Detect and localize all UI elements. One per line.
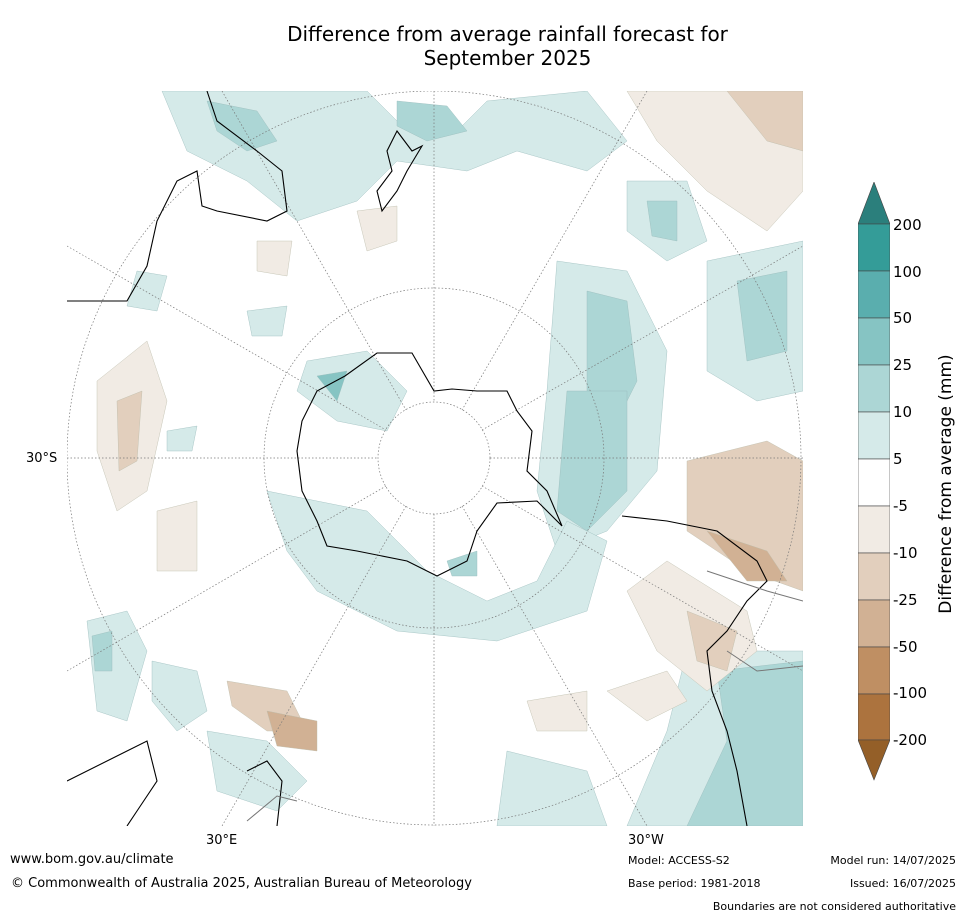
south-america-coast — [621, 515, 768, 826]
issued-text: Issued: 16/07/2025 — [849, 877, 956, 890]
madagascar-coast — [246, 760, 283, 826]
colorbar-band-100 — [857, 270, 891, 319]
colorbar-band-200 — [857, 223, 891, 272]
colorbar-band-neg5 — [857, 505, 891, 554]
title-line-1: Difference from average rainfall forecas… — [287, 22, 728, 46]
disclaimer-text: Boundaries are not considered authoritat… — [712, 900, 956, 913]
base-period-text: Base period: 1981-2018 — [628, 877, 761, 890]
new-zealand-coast — [376, 129, 424, 213]
title-line-2: September 2025 — [423, 46, 592, 70]
colorbar-band-neg100 — [857, 693, 891, 741]
australia-coast — [67, 91, 288, 302]
website-link[interactable]: www.bom.gov.au/climate — [10, 852, 174, 867]
colorbar-band-neg10 — [857, 552, 891, 601]
colorbar-band-neutral — [857, 458, 891, 507]
coastlines — [67, 91, 768, 826]
model-text: Model: ACCESS-S2 — [628, 854, 730, 867]
colorbar-tick: -200 — [893, 731, 928, 749]
colorbar-band-10 — [857, 411, 891, 460]
latitude-label: 30°S — [26, 451, 58, 466]
colorbar-tick: 100 — [893, 263, 922, 281]
colorbar-tick: 25 — [893, 356, 913, 374]
colorbar-band-neg25 — [857, 599, 891, 648]
colorbar-tick: -10 — [893, 544, 918, 562]
colorbar-graphic — [857, 181, 891, 781]
colorbar-under-arrow — [857, 739, 891, 781]
colorbar-tick: 10 — [893, 403, 913, 421]
colorbar-tick: 5 — [893, 450, 903, 468]
antarctica-coast — [296, 352, 563, 577]
longitude-label-east: 30°E — [206, 833, 238, 848]
map-canvas — [67, 91, 803, 826]
wet-anomaly-areas — [86, 91, 803, 826]
colorbar-band-50 — [857, 317, 891, 366]
colorbar-title: Difference from average (mm) — [936, 354, 956, 614]
longitude-label-west: 30°W — [628, 833, 664, 848]
map-title: Difference from average rainfall forecas… — [180, 22, 835, 70]
colorbar-tick: -100 — [893, 684, 928, 702]
colorbar-tick: -25 — [893, 591, 918, 609]
colorbar-tick: -50 — [893, 638, 918, 656]
colorbar-band-25 — [857, 364, 891, 413]
colorbar-band-neg50 — [857, 646, 891, 695]
graticule — [67, 91, 803, 826]
colorbar-over-arrow — [857, 181, 891, 225]
africa-coast — [67, 740, 158, 826]
copyright-text: © Commonwealth of Australia 2025, Austra… — [11, 876, 472, 891]
colorbar — [857, 181, 891, 782]
model-run-text: Model run: 14/07/2025 — [830, 854, 956, 867]
dry-anomaly-areas — [96, 91, 803, 752]
country-borders — [246, 570, 803, 822]
colorbar-tick: 200 — [893, 216, 922, 234]
colorbar-tick: 50 — [893, 309, 913, 327]
colorbar-tick: -5 — [893, 497, 908, 515]
polar-map[interactable] — [67, 91, 803, 826]
